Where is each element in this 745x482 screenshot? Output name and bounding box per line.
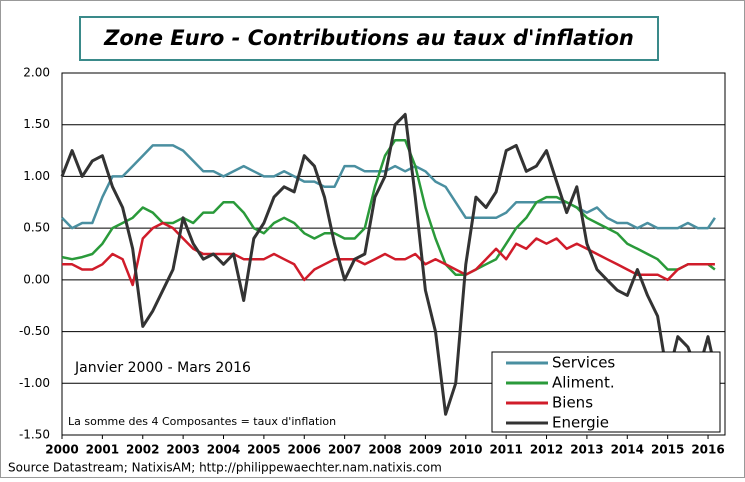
- title-box: [79, 16, 659, 61]
- x-tick-label: 2014: [611, 443, 644, 457]
- x-tick-label: 2015: [651, 443, 684, 457]
- x-tick-label: 2013: [570, 443, 603, 457]
- y-tick-label: -1.00: [19, 376, 50, 390]
- x-tick-label: 2005: [247, 443, 280, 457]
- annotation: La somme des 4 Composantes = taux d'infl…: [68, 415, 336, 428]
- x-tick-label: 2011: [489, 443, 522, 457]
- x-tick-label: 2009: [409, 443, 442, 457]
- y-tick-label: 0.50: [23, 221, 50, 235]
- x-tick-label: 2016: [691, 443, 724, 457]
- x-tick-label: 2000: [45, 443, 78, 457]
- x-tick-label: 2001: [86, 443, 119, 457]
- series-line: [60, 112, 717, 416]
- x-tick-label: 2007: [328, 443, 361, 457]
- x-tick-label: 2002: [126, 443, 159, 457]
- x-tick-label: 2006: [288, 443, 321, 457]
- series-line: [62, 221, 715, 287]
- y-tick-label: 1.50: [23, 117, 50, 131]
- legend-label: Services: [552, 354, 615, 372]
- annotation: Janvier 2000 - Mars 2016: [74, 360, 251, 376]
- y-tick-label: 0.00: [23, 272, 50, 286]
- x-tick-label: 2004: [207, 443, 240, 457]
- legend-label: Biens: [552, 394, 593, 412]
- series-line: [61, 144, 716, 230]
- chart-title: Zone Euro - Contributions au taux d'infl…: [103, 26, 634, 50]
- x-tick-label: 2012: [530, 443, 563, 457]
- legend-label: Energie: [552, 414, 609, 432]
- source: Source Datastream; NatixisAM; http://phi…: [8, 461, 442, 475]
- y-tick-label: -1.50: [19, 428, 50, 442]
- y-tick-label: -0.50: [19, 324, 50, 338]
- legend-label: Aliment.: [552, 374, 615, 392]
- x-tick-label: 2008: [368, 443, 401, 457]
- plot-border: [61, 72, 726, 436]
- y-tick-label: 1.00: [23, 169, 50, 183]
- x-tick-label: 2010: [449, 443, 482, 457]
- y-tick-label: 2.00: [23, 66, 50, 80]
- x-tick-label: 2003: [166, 443, 199, 457]
- legend-box: [491, 351, 721, 433]
